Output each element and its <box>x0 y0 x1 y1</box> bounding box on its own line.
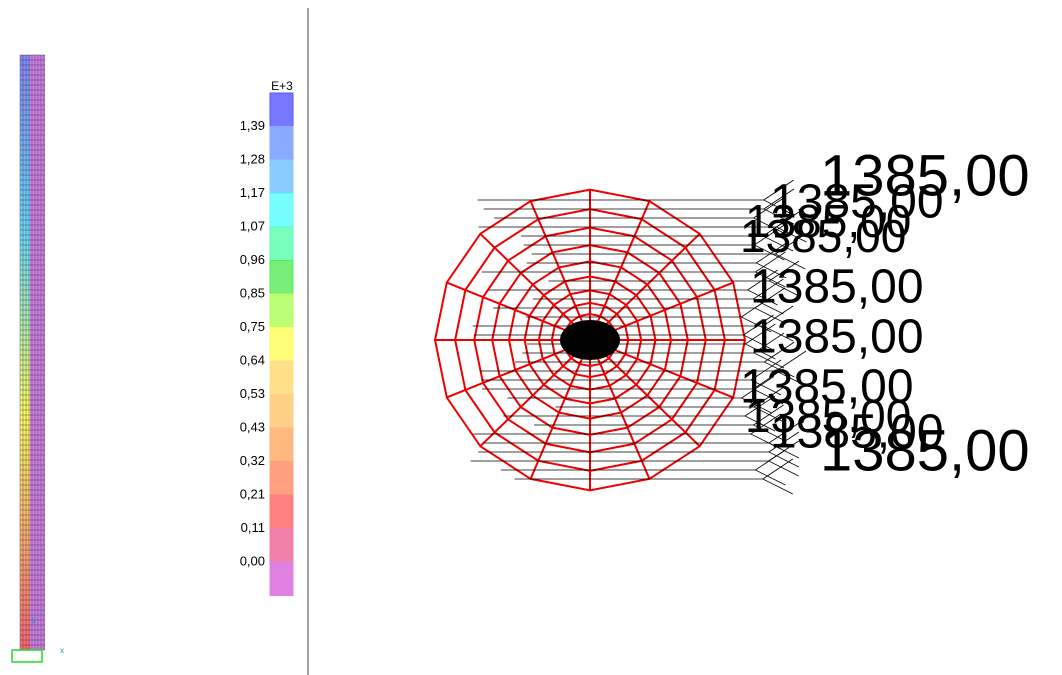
load-label: 1385,00 <box>820 418 1030 483</box>
legend-label: 0,96 <box>240 252 265 267</box>
legend-swatch <box>270 529 293 563</box>
legend-swatch <box>270 127 293 161</box>
legend-label: 1,28 <box>240 151 265 166</box>
column-model <box>12 55 45 662</box>
legend-swatch <box>270 160 293 194</box>
legend-swatch <box>270 261 293 295</box>
legend-label: 0,53 <box>240 386 265 401</box>
legend-exponent: E+3 <box>271 79 293 93</box>
legend-label: 0,32 <box>240 453 265 468</box>
legend-swatch <box>270 562 293 596</box>
legend-label: 0,11 <box>241 520 265 535</box>
legend-swatch <box>270 194 293 228</box>
load-label: 1385,00 <box>750 311 924 364</box>
legend-swatch <box>270 93 293 127</box>
legend-swatch <box>270 428 293 462</box>
axis-x-label: x <box>60 646 64 655</box>
mesh <box>435 190 745 491</box>
legend-label: 0,85 <box>240 285 265 300</box>
legend-label: 0,64 <box>240 352 265 367</box>
load-label: 1385,00 <box>750 261 924 314</box>
legend-swatch <box>270 294 293 328</box>
load-head <box>763 459 793 494</box>
support <box>12 650 42 662</box>
legend-swatch <box>270 462 293 496</box>
legend-swatch <box>270 495 293 529</box>
legend-label: 0,43 <box>240 419 265 434</box>
legend-label: 1,39 <box>240 118 265 133</box>
legend-label: 1,07 <box>240 218 265 233</box>
legend-swatch <box>270 361 293 395</box>
legend-label: 1,17 <box>240 185 265 200</box>
legend-label: 0,00 <box>240 553 265 568</box>
load-label: 1385,00 <box>740 210 906 262</box>
legend-swatch <box>270 227 293 261</box>
legend-label: 0,21 <box>240 486 265 501</box>
legend-swatch <box>270 395 293 429</box>
legend-label: 0,75 <box>240 319 265 334</box>
axis-y-label: y <box>32 615 36 624</box>
legend-swatch <box>270 328 293 362</box>
